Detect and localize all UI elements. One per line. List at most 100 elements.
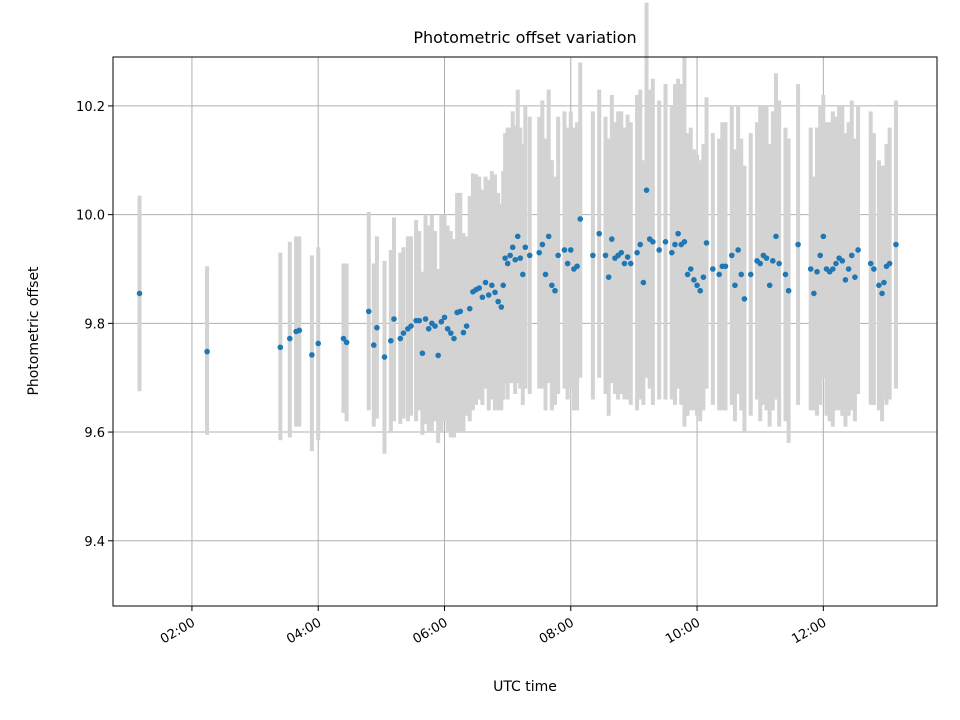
data-point — [634, 249, 640, 256]
x-axis-label: UTC time — [493, 679, 557, 695]
data-point — [502, 255, 508, 261]
data-point — [811, 290, 817, 297]
chart-title: Photometric offset variation — [413, 28, 636, 47]
data-point — [425, 325, 432, 332]
data-point — [482, 279, 489, 286]
data-point — [770, 258, 776, 264]
plot-frame — [112, 56, 938, 607]
data-point — [596, 230, 602, 237]
data-point — [830, 266, 836, 272]
data-point — [716, 271, 722, 278]
data-point — [700, 274, 707, 280]
data-point — [370, 342, 377, 348]
data-point — [567, 247, 574, 253]
data-point — [871, 266, 877, 272]
data-point — [807, 266, 814, 272]
y-axis-label: Photometric offset — [26, 266, 42, 396]
y-axis: 9.4 9.6 9.8 10.0 10.2 — [76, 100, 113, 550]
data-point — [422, 316, 429, 322]
data-point — [416, 317, 423, 324]
data-point — [536, 249, 543, 256]
data-point — [735, 247, 741, 253]
data-point — [457, 308, 464, 315]
data-point — [485, 292, 492, 298]
data-point — [277, 344, 284, 351]
data-point — [555, 252, 561, 259]
data-point — [602, 252, 609, 259]
data-point — [519, 271, 526, 278]
data-point — [782, 271, 789, 278]
data-point — [697, 287, 704, 294]
y-tick-label: 9.6 — [84, 426, 105, 441]
data-point — [766, 282, 773, 289]
data-point — [867, 260, 874, 267]
data-point — [669, 249, 675, 256]
data-point — [539, 241, 546, 248]
data-point — [817, 252, 823, 259]
data-point — [512, 256, 519, 263]
data-point — [542, 271, 549, 278]
data-point — [624, 254, 631, 260]
data-points — [136, 187, 899, 360]
data-point — [340, 335, 347, 342]
data-point — [703, 240, 710, 246]
data-point — [419, 350, 426, 357]
data-point — [460, 329, 467, 336]
data-point — [637, 241, 644, 248]
data-point — [855, 247, 861, 253]
data-point — [526, 252, 533, 259]
data-point — [400, 330, 407, 336]
data-point — [545, 233, 552, 240]
data-point — [833, 260, 839, 267]
data-point — [621, 260, 628, 267]
data-point — [627, 260, 634, 267]
data-point — [522, 244, 529, 251]
data-point — [710, 266, 716, 272]
data-point — [675, 230, 681, 237]
data-point — [388, 337, 394, 344]
data-point — [286, 335, 293, 342]
data-point — [738, 271, 745, 278]
data-point — [466, 305, 473, 312]
data-point — [732, 282, 738, 289]
data-point — [479, 294, 486, 301]
data-point — [618, 249, 625, 256]
data-point — [451, 335, 457, 342]
data-point — [842, 277, 849, 283]
data-point — [574, 263, 580, 270]
data-point — [136, 290, 143, 297]
data-point — [640, 279, 647, 286]
data-point — [517, 255, 524, 261]
data-point — [722, 263, 729, 270]
data-point — [795, 241, 801, 248]
data-point — [495, 298, 501, 305]
data-point — [435, 352, 441, 359]
data-point — [785, 287, 792, 294]
data-point — [763, 255, 770, 261]
y-tick-label: 10.0 — [76, 209, 105, 224]
data-point — [681, 239, 688, 245]
data-point — [444, 325, 451, 332]
y-tick-label: 9.4 — [84, 535, 105, 550]
data-point — [852, 274, 858, 280]
data-point — [662, 239, 669, 245]
data-point — [684, 271, 691, 278]
data-point — [204, 348, 210, 355]
data-point — [672, 241, 678, 248]
data-point — [609, 236, 615, 242]
data-point — [507, 252, 513, 259]
data-point — [741, 296, 748, 302]
data-point — [438, 318, 445, 325]
data-point — [391, 316, 397, 322]
data-point — [643, 187, 650, 193]
data-point — [757, 260, 764, 267]
data-point — [656, 247, 662, 253]
data-point — [876, 282, 882, 289]
data-point — [845, 266, 852, 272]
data-point — [514, 233, 521, 240]
data-point — [881, 279, 887, 286]
data-point — [694, 282, 700, 289]
data-point — [492, 289, 498, 296]
data-point — [509, 244, 516, 251]
